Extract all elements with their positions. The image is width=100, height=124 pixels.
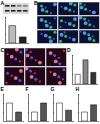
svg-text:E: E [1, 86, 5, 92]
svg-text:H: H [76, 86, 80, 92]
svg-text:B: B [34, 0, 38, 6]
svg-text:A: A [1, 0, 5, 6]
svg-text:C: C [1, 47, 5, 53]
svg-text:D: D [67, 47, 71, 53]
svg-text:G: G [51, 86, 55, 92]
svg-text:F: F [26, 86, 29, 92]
